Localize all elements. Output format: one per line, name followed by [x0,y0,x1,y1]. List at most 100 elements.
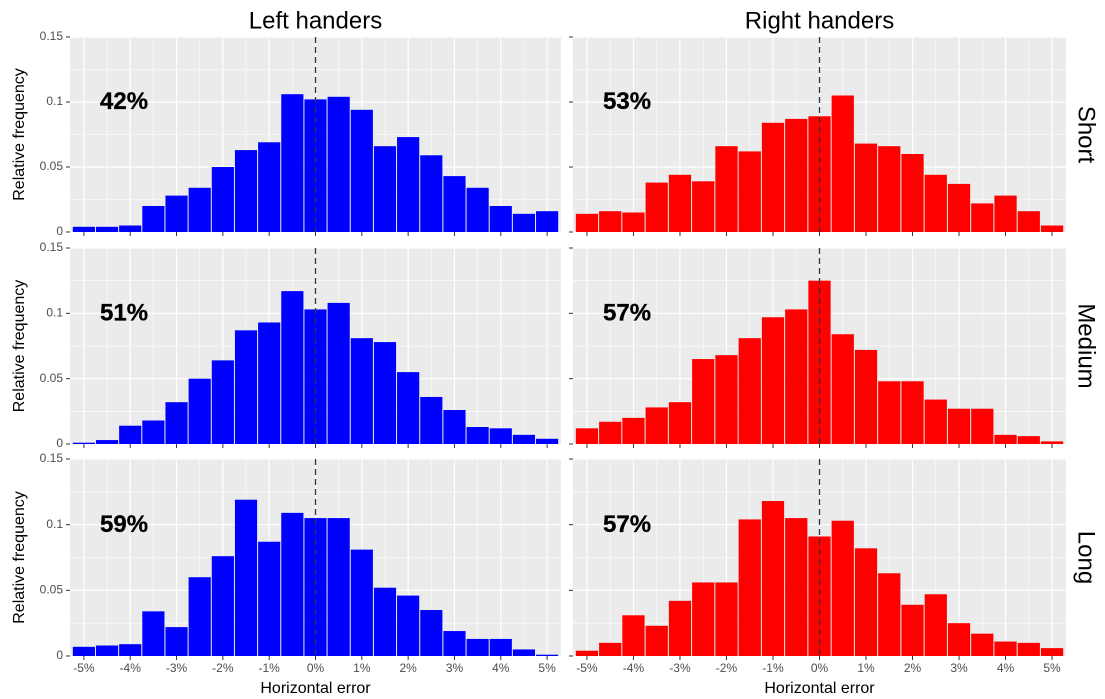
bar [443,176,466,232]
bar [119,644,142,656]
bar [668,600,692,656]
x-tick-label: 0% [307,661,325,675]
bar [489,638,512,656]
bar [466,638,489,656]
bar [715,355,738,444]
bar [188,187,211,232]
y-tick-label: 0 [56,436,63,450]
bar [831,520,854,656]
bar [420,610,443,656]
bar [489,206,512,232]
bar [397,595,420,656]
bar [994,434,1017,444]
annotation: 59% [100,511,148,538]
bar [489,428,512,444]
bar [165,627,188,656]
column-title: Left handers [249,7,382,34]
bar [234,150,258,232]
row-label: Medium [1073,303,1100,388]
bar [1017,436,1040,444]
y-axis-label: Relative frequency [11,491,28,624]
bar [258,541,281,656]
bar [95,645,119,656]
x-tick-label: 0% [811,661,829,675]
y-tick-label: 0.1 [46,517,63,531]
bar [1017,211,1040,232]
x-tick-label: -4% [623,661,645,675]
bar [327,96,350,232]
bar [72,442,95,444]
bar [599,642,622,656]
bar [188,577,211,656]
bar [668,402,692,444]
bar [668,174,692,232]
x-tick-label: 4% [492,661,510,675]
bar [901,154,924,232]
bar [119,425,142,444]
row-label: Short [1073,106,1100,164]
bar [785,118,808,232]
y-tick-label: 0.1 [46,94,63,108]
bar [258,322,281,444]
bar [420,155,443,232]
bar [327,518,350,656]
bar [234,499,258,656]
x-tick-label: 3% [446,661,464,675]
bar [924,399,947,444]
bar [466,187,489,232]
bar [536,211,559,232]
bar [878,381,901,444]
bar [715,146,738,232]
bar [211,167,234,232]
y-tick-label: 0.05 [40,583,64,597]
bar [350,109,373,232]
bar [854,349,878,444]
bar [1040,441,1064,444]
bar [72,646,95,656]
bar [188,378,211,444]
bar [599,421,622,444]
x-tick-label: -5% [73,661,95,675]
x-tick-label: 1% [857,661,875,675]
bar [924,594,947,656]
x-tick-label: -1% [259,661,281,675]
bar [281,512,304,656]
bar [692,582,715,656]
bar [575,213,599,232]
x-tick-label: 5% [1043,661,1061,675]
bar [575,428,599,444]
bar [575,650,599,656]
y-tick-label: 0.15 [40,451,64,465]
x-tick-label: 3% [950,661,968,675]
bar [854,143,878,232]
x-tick-label: 2% [399,661,417,675]
bar [622,615,645,656]
bar [281,291,304,444]
bar [854,548,878,656]
bar [994,195,1017,232]
bar [692,359,715,444]
bar [142,420,165,444]
bar [95,226,119,232]
y-tick-label: 0.15 [40,240,64,254]
x-tick-label: 1% [353,661,371,675]
y-tick-label: 0.1 [46,306,63,320]
bar [304,99,327,233]
bar [971,203,994,232]
bar [512,213,536,232]
x-axis-label: Horizontal error [260,680,371,697]
bar [947,623,971,656]
bar [72,226,95,232]
x-tick-label: -1% [762,661,784,675]
bar [761,122,785,232]
bar [971,633,994,656]
annotation: 51% [100,299,148,326]
bar [878,573,901,656]
y-tick-label: 0.15 [40,29,64,43]
bar [95,440,119,444]
annotation: 53% [603,88,651,115]
bar [536,654,559,656]
bar [692,181,715,232]
bar [443,410,466,444]
y-tick-label: 0 [56,648,63,662]
